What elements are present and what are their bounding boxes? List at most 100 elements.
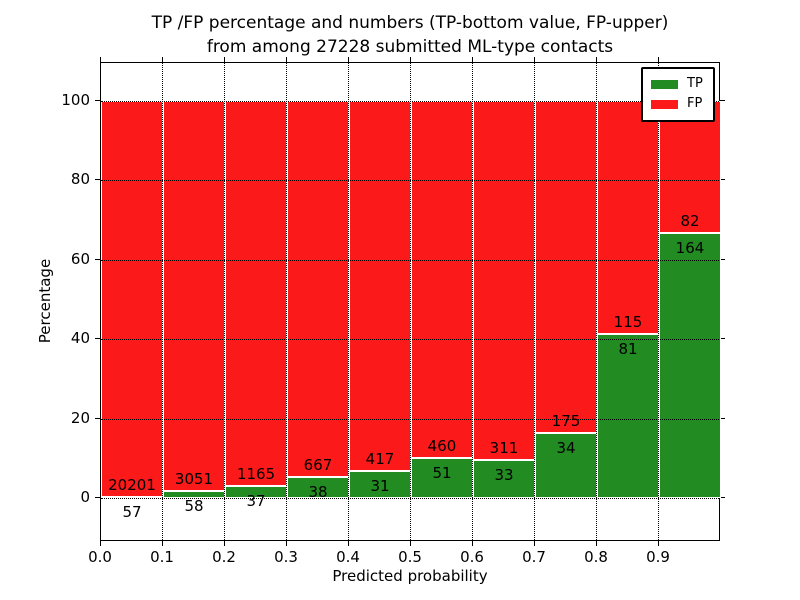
bar-segment-fp: [473, 101, 535, 460]
x-tick-mark-top: [410, 57, 411, 62]
y-tick-mark-right: [720, 497, 725, 498]
y-tick-label: 60: [70, 249, 90, 268]
x-tick-mark-top: [472, 57, 473, 62]
y-tick-mark-right: [720, 179, 725, 181]
legend-swatch-fp-icon: [651, 99, 678, 109]
tp-count-label: 58: [184, 496, 204, 515]
y-tick-label: 80: [70, 170, 90, 189]
y-tick-mark-right: [720, 100, 725, 101]
x-tick-mark: [410, 541, 411, 546]
bar-segment-tp: [597, 333, 659, 498]
fp-count-label: 3051: [174, 469, 214, 488]
tp-count-label: 51: [432, 464, 452, 483]
x-tick-label: 0.7: [522, 548, 546, 566]
bar-segment-fp: [411, 101, 473, 459]
legend-item-fp: FP: [643, 94, 713, 114]
chart-title-line1: TP /FP percentage and numbers (TP-bottom…: [151, 13, 669, 33]
y-tick-mark: [95, 258, 100, 260]
v-gridline: [348, 63, 349, 540]
bar-segment-tp: [411, 458, 473, 498]
fp-count-label: 175: [551, 412, 581, 431]
v-gridline: [472, 63, 473, 540]
x-tick-mark: [596, 541, 597, 546]
y-tick-mark-right: [720, 258, 725, 260]
legend-swatch-tp-icon: [651, 79, 678, 89]
tp-count-label: 31: [370, 476, 390, 495]
chart-title-line2: from among 27228 submitted ML-type conta…: [206, 37, 614, 57]
bar-segment-fp: [597, 101, 659, 334]
y-tick-mark: [95, 417, 100, 419]
v-gridline: [224, 63, 225, 540]
x-tick-mark-top: [596, 57, 597, 62]
v-gridline: [286, 63, 287, 540]
fp-count-label: 115: [613, 312, 643, 331]
v-gridline: [596, 63, 597, 540]
x-tick-label: 0.8: [584, 548, 608, 566]
bar-segment-fp: [101, 101, 163, 497]
x-tick-mark: [224, 541, 225, 546]
y-tick-mark: [95, 100, 100, 101]
x-tick-mark: [286, 541, 287, 546]
v-gridline: [162, 63, 163, 540]
y-tick-mark-right: [720, 338, 725, 340]
fp-count-label: 20201: [108, 475, 156, 494]
plot-area: TP FP 20201 57 3051 58 1165 37 667 38 417 31 460 51…: [100, 62, 721, 541]
y-axis-label: Percentage: [36, 258, 54, 344]
x-tick-label: 0.4: [336, 548, 360, 566]
x-axis-label: Predicted probability: [332, 567, 488, 585]
x-tick-mark-top: [286, 57, 287, 62]
chart-title: TP /FP percentage and numbers (TP-bottom…: [90, 11, 730, 59]
legend-label-fp: FP: [687, 96, 703, 111]
legend-label-tp: TP: [687, 76, 703, 91]
tp-count-label: 37: [246, 491, 266, 510]
fp-count-label: 460: [427, 437, 457, 456]
x-tick-mark-top: [162, 57, 163, 62]
bar-segment-fp: [225, 101, 287, 486]
x-tick-label: 0.6: [460, 548, 484, 566]
bar-segment-tp: [659, 233, 721, 498]
bar-segment-fp: [659, 101, 721, 234]
tp-count-label: 38: [308, 482, 328, 501]
y-tick-mark-right: [720, 417, 725, 419]
bar-segment-fp: [163, 101, 225, 491]
x-tick-mark: [658, 541, 659, 546]
x-tick-label: 0.3: [274, 548, 298, 566]
y-tick-label: 0: [80, 488, 90, 506]
bar-segment-fp: [287, 101, 349, 477]
y-tick-label: 100: [61, 91, 90, 109]
tp-count-label: 33: [494, 465, 514, 484]
x-tick-mark: [162, 541, 163, 546]
tp-count-label: 34: [556, 439, 576, 458]
x-tick-mark-top: [658, 57, 659, 62]
x-tick-label: 0.9: [646, 548, 670, 566]
x-tick-label: 0.5: [398, 548, 422, 566]
y-tick-label: 20: [70, 408, 90, 427]
y-tick-mark: [95, 179, 100, 181]
x-tick-mark-top: [224, 57, 225, 62]
x-tick-mark: [534, 541, 535, 546]
x-tick-mark: [100, 541, 101, 546]
bar-segment-fp: [535, 101, 597, 434]
x-tick-label: 0.1: [150, 548, 174, 566]
fp-count-label: 82: [680, 212, 700, 231]
legend: TP FP: [641, 67, 715, 122]
fp-count-label: 667: [303, 455, 333, 474]
bar-segment-fp: [349, 101, 411, 471]
y-tick-mark: [95, 497, 100, 498]
y-tick-mark: [95, 338, 100, 340]
x-tick-mark-top: [100, 57, 101, 62]
tp-count-label: 81: [618, 339, 638, 358]
fp-count-label: 311: [489, 438, 519, 457]
v-gridline: [658, 63, 659, 540]
x-tick-label: 0.0: [88, 548, 112, 566]
v-gridline: [534, 63, 535, 540]
tp-count-label: 57: [122, 502, 142, 521]
y-tick-label: 40: [70, 329, 90, 348]
legend-item-tp: TP: [643, 74, 713, 94]
x-tick-mark: [348, 541, 349, 546]
x-tick-mark: [472, 541, 473, 546]
v-gridline: [410, 63, 411, 540]
tp-count-label: 164: [675, 239, 705, 258]
x-tick-mark-top: [348, 57, 349, 62]
